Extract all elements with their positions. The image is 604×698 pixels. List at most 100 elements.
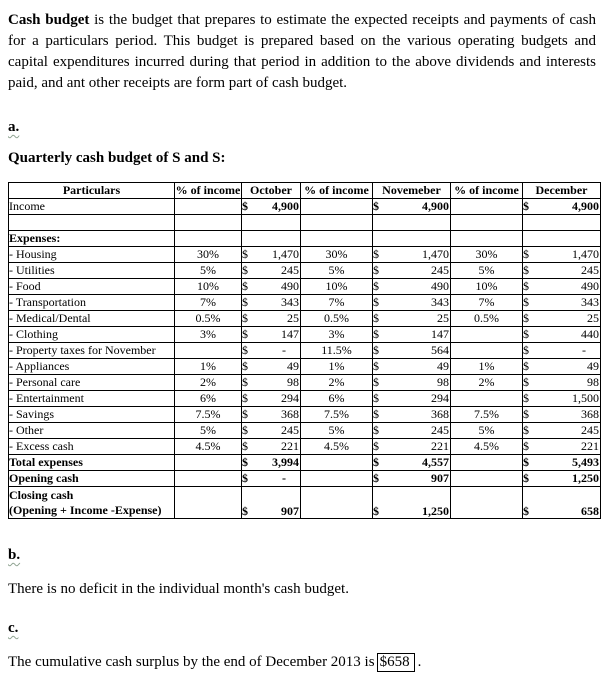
amount-value: 245 [431,263,449,277]
section-c: c. [8,619,596,637]
amount-value: 4,900 [422,199,449,213]
amount-value: 245 [431,423,449,437]
amount-cell: $3,994 [241,454,301,471]
amount-cell [241,230,301,247]
amount-value: 245 [581,423,599,437]
percent-cell: 5% [174,422,242,439]
table-row: - Entertainment 6% $294 6% $294 $1,500 [8,390,601,407]
percent-cell [450,326,523,343]
currency-symbol: $ [523,247,530,261]
amount-value: 1,470 [572,247,599,261]
currency-symbol: $ [242,199,249,213]
percent-cell [300,486,373,519]
table-row: - Other 5% $245 5% $245 5% $245 [8,422,601,439]
amount-value: 245 [281,423,299,437]
table-row: - Clothing 3% $147 3% $147 $440 [8,326,601,343]
percent-cell: 30% [300,246,373,263]
header-particulars: Particulars [8,182,175,199]
percent-cell: 1% [174,358,242,375]
particulars-cell: - Clothing [8,326,175,343]
table-row: Total expenses $3,994 $4,557 $5,493 [8,454,601,471]
percent-cell [174,470,242,487]
amount-cell [522,230,601,247]
percent-cell: 5% [450,262,523,279]
particulars-cell: - Appliances [8,358,175,375]
particulars-cell: - Utilities [8,262,175,279]
amount-value: 49 [587,359,599,373]
percent-cell: 4.5% [174,438,242,455]
amount-cell: $221 [522,438,601,455]
currency-symbol: $ [373,423,380,437]
table-row: - Excess cash 4.5% $221 4.5% $221 4.5% $221 [8,438,601,455]
percent-cell: 7% [450,294,523,311]
particulars-cell: - Transportation [8,294,175,311]
amount-cell: $368 [522,406,601,423]
header-december: December [522,182,601,199]
amount-cell: $25 [522,310,601,327]
currency-symbol: $ [242,423,249,437]
amount-value: 3,994 [272,455,299,469]
currency-symbol: $ [373,391,380,405]
table-row: - Property taxes for November $ -11.5% $564… [8,342,601,359]
amount-cell: $658 [522,486,601,519]
percent-cell [300,198,373,215]
table-row: - Food 10% $490 10% $490 10% $490 [8,278,601,295]
percent-cell: 4.5% [450,438,523,455]
percent-cell: 1% [300,358,373,375]
amount-cell: $147 [241,326,301,343]
table-row: - Appliances 1% $49 1% $49 1% $49 [8,358,601,375]
currency-symbol: $ [373,471,380,485]
amount-value: 221 [431,439,449,453]
table-row: - Transportation 7% $343 7% $343 7% $343 [8,294,601,311]
document-page: Cash budget is the budget that prepares … [8,12,601,672]
amount-cell: $245 [372,422,451,439]
percent-cell [174,198,242,215]
amount-value: 490 [581,279,599,293]
currency-symbol: $ [373,343,380,357]
header-october: October [241,182,301,199]
currency-symbol: $ [242,343,249,357]
currency-symbol: $ [242,359,249,373]
amount-value: 490 [431,279,449,293]
amount-cell: $1,470 [372,246,451,263]
currency-symbol: $ [523,439,530,453]
percent-cell: 1% [450,358,523,375]
currency-symbol: $ [523,471,530,485]
section-a: a. [8,118,596,136]
conclusion-period: . [417,654,422,670]
percent-cell: 7% [174,294,242,311]
table-row: Income $4,900 $4,900 $4,900 [8,198,601,215]
currency-symbol: $ [523,263,530,277]
section-b-text: There is no deficit in the individual mo… [8,581,349,597]
budget-table-body: Income $4,900 $4,900 $4,900 Expenses: - Housi… [8,198,601,519]
amount-cell: $1,250 [522,470,601,487]
currency-symbol: $ [242,407,249,421]
amount-cell: $490 [522,278,601,295]
amount-value: - [282,471,286,485]
amount-value: 658 [581,504,599,518]
table-row: - Housing 30% $1,470 30% $1,470 30% $1,470 [8,246,601,263]
currency-symbol: $ [242,295,249,309]
currency-symbol: $ [373,279,380,293]
percent-cell [450,486,523,519]
amount-cell [372,214,451,231]
percent-cell [450,454,523,471]
amount-value: 1,470 [272,247,299,261]
percent-cell [174,454,242,471]
section-b: b. [8,546,596,564]
particulars-cell: - Medical/Dental [8,310,175,327]
amount-value: 368 [581,407,599,421]
header-pct-november: % of income [300,182,373,199]
currency-symbol: $ [242,311,249,325]
amount-cell: $25 [241,310,301,327]
percent-cell [300,214,373,231]
percent-cell: 4.5% [300,438,373,455]
percent-cell: 30% [174,246,242,263]
currency-symbol: $ [373,199,380,213]
amount-value: 147 [431,327,449,341]
currency-symbol: $ [523,375,530,389]
currency-symbol: $ [523,407,530,421]
amount-cell: $343 [372,294,451,311]
amount-value: 1,250 [422,504,449,518]
amount-cell: $ - [241,342,301,359]
